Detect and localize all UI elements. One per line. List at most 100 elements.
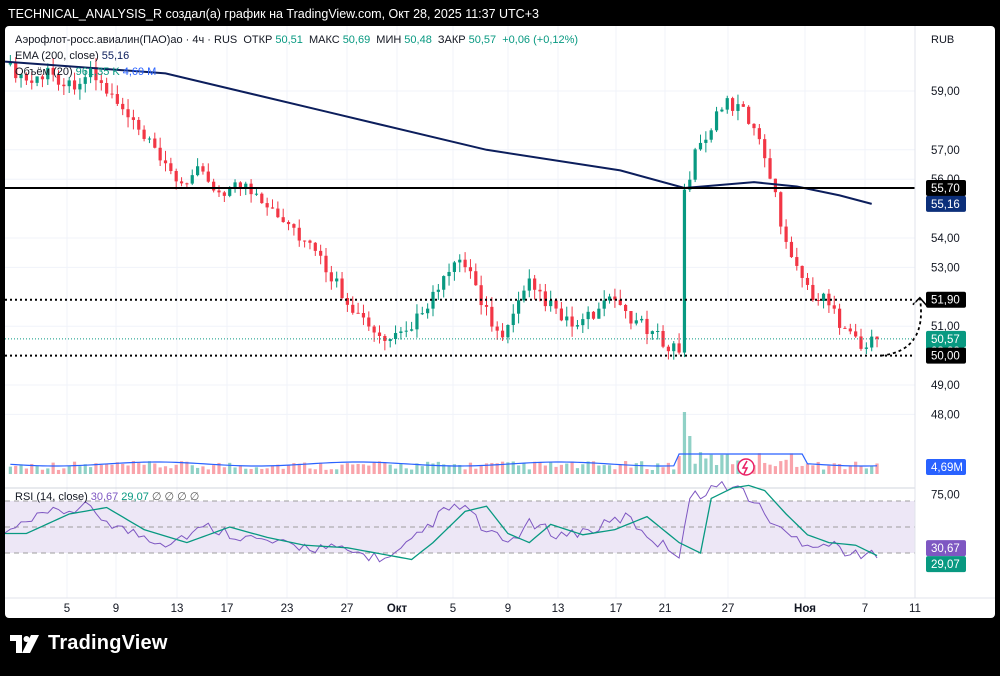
candle <box>442 276 446 290</box>
candle <box>89 67 93 78</box>
candle <box>447 271 451 277</box>
volume-bar <box>500 461 505 474</box>
volume-bar <box>244 468 248 474</box>
volume-bar <box>238 465 242 474</box>
candle <box>757 128 761 140</box>
candle <box>511 313 515 326</box>
volume-bar <box>399 463 403 474</box>
badge-level-low <box>926 347 966 364</box>
ema-legend[interactable]: EMA (200, close) 55,16 <box>15 50 132 62</box>
volume-bar <box>640 461 644 474</box>
volume-bar <box>468 462 473 474</box>
candle <box>682 189 687 353</box>
x-tick-label: 5 <box>450 603 456 615</box>
candle <box>506 325 510 338</box>
open-label: ОТКР <box>243 34 273 46</box>
badge-rsi-ma-text: 29,07 <box>931 559 960 571</box>
volume-bar <box>511 461 515 474</box>
volume-bar <box>436 461 440 474</box>
badge-level-high <box>926 180 966 197</box>
volume-bar <box>19 464 23 474</box>
candle <box>185 183 189 185</box>
volume-bar <box>634 463 638 474</box>
candle <box>463 259 467 268</box>
x-tick-label: 21 <box>659 603 672 615</box>
candle <box>158 147 162 161</box>
candle <box>613 296 617 300</box>
candle <box>854 331 858 337</box>
volume-bar <box>827 465 831 474</box>
symbol-legend: Аэрофлот-росс.авиалин(ПАО)ао · 4ч · RUS … <box>15 34 581 46</box>
volume-bar <box>67 466 71 474</box>
candle <box>554 300 558 309</box>
volume-bar <box>367 465 371 474</box>
high-value: 50,69 <box>342 34 371 46</box>
candle <box>254 193 259 195</box>
candle <box>351 304 355 313</box>
volume-bar <box>142 464 146 474</box>
candle <box>137 119 141 130</box>
candle <box>436 289 440 292</box>
volume-bar <box>260 468 264 474</box>
candle <box>217 190 221 193</box>
volume-bar <box>14 465 18 474</box>
volume-layer <box>8 412 879 476</box>
chart-caption: TECHNICAL_ANALYSIS_R создал(а) график на… <box>8 7 539 21</box>
volume-bar <box>704 458 708 474</box>
volume-bar <box>270 465 275 474</box>
volume-bar <box>575 468 580 474</box>
price-tick-label: 51,00 <box>931 321 960 333</box>
candle <box>30 80 34 83</box>
volume-bar <box>838 463 842 474</box>
volume-bar <box>474 468 478 474</box>
candle <box>870 336 874 348</box>
volume-bar <box>832 463 836 474</box>
price-chart[interactable]: 59,0057,0056,0054,0053,0051,0049,0048,00… <box>5 26 995 618</box>
lightning-icon-glyph <box>741 460 749 475</box>
volume-bar <box>105 464 109 474</box>
tradingview-logo[interactable]: TradingView <box>10 632 168 655</box>
volume-bar <box>543 465 547 474</box>
candle <box>741 104 745 107</box>
candle <box>522 290 526 301</box>
price-tick-label: 53,00 <box>931 262 960 274</box>
volume-bar <box>629 467 633 474</box>
volume-bar <box>420 466 424 474</box>
candle <box>527 278 531 291</box>
close-label: ЗАКР <box>437 34 466 46</box>
candle <box>784 226 788 242</box>
candle <box>795 257 799 266</box>
rsi-ma-line <box>5 484 878 561</box>
volume-bar <box>46 468 50 474</box>
rsi-ma-value: 29,07 <box>121 491 149 503</box>
volume-legend[interactable]: Объём (20) 961,35 K 4,69 M <box>15 66 159 78</box>
candle <box>410 329 414 331</box>
candle <box>131 117 135 120</box>
chart-panel[interactable]: 59,0057,0056,0054,0053,0051,0049,0048,00… <box>5 26 995 618</box>
volume-bar <box>447 465 451 474</box>
volume-bar <box>565 463 569 474</box>
x-tick-label: 17 <box>221 603 234 615</box>
volume-value: 961,35 K <box>75 66 120 78</box>
volume-bar <box>233 467 237 474</box>
candle <box>174 171 178 182</box>
volume-bar <box>645 469 649 474</box>
badge-level-mid <box>926 291 966 308</box>
candle <box>399 331 403 333</box>
price-tick-label: 54,00 <box>931 233 960 245</box>
badge-last-price-text: 50,57 <box>931 334 960 346</box>
candle <box>666 346 670 352</box>
candle <box>720 109 724 112</box>
badge-ema <box>926 195 966 212</box>
candle <box>190 175 194 184</box>
volume-bar <box>212 465 216 474</box>
rsi-legend[interactable]: RSI (14, close) 30,67 29,07 ∅ ∅ ∅ ∅ <box>15 490 202 503</box>
candle <box>142 129 146 139</box>
volume-bar <box>870 465 874 474</box>
volume-bar <box>533 461 537 474</box>
volume-bar <box>410 469 414 474</box>
candle <box>677 343 681 353</box>
volume-bar <box>206 469 210 474</box>
price-layer <box>5 54 928 360</box>
volume-bar <box>62 468 66 474</box>
